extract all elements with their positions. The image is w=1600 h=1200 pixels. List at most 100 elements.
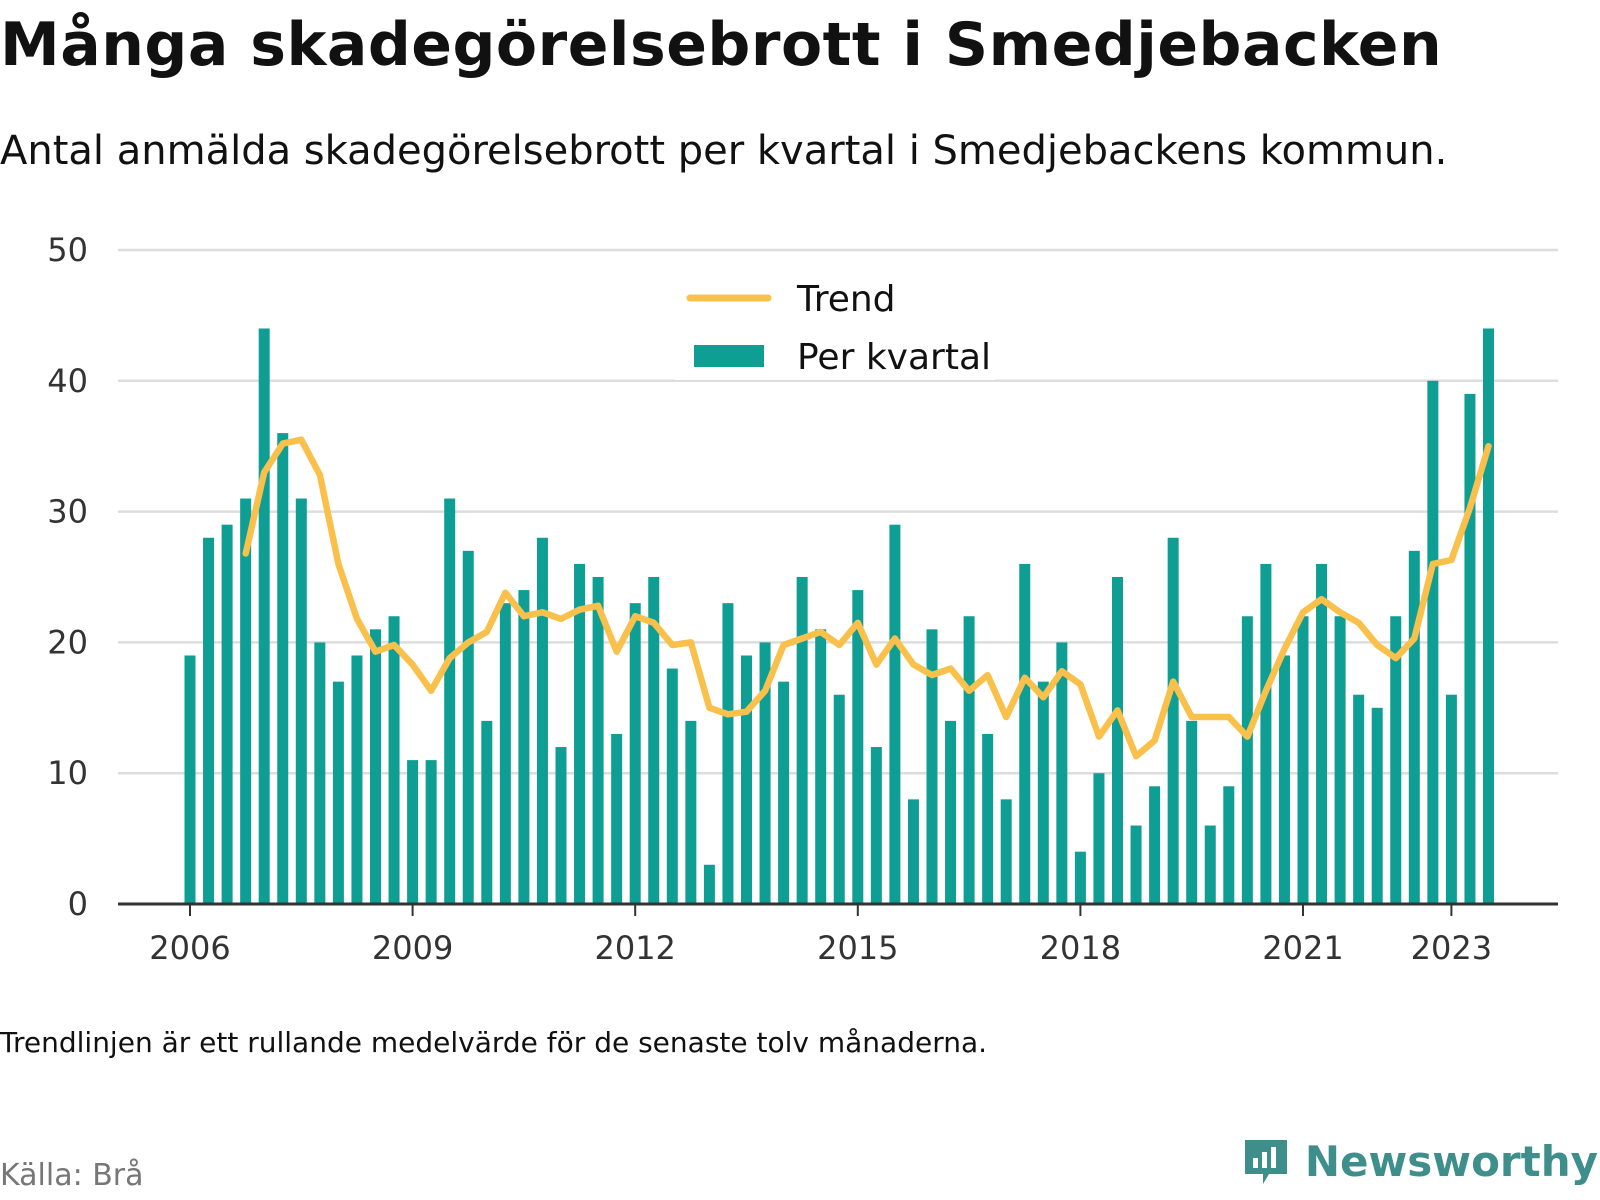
brand-name: Newsworthy [1304, 1136, 1598, 1186]
bar [1316, 563, 1328, 904]
brand-logo[interactable]: Newsworthy [1241, 1136, 1598, 1186]
bar [1260, 563, 1272, 904]
x-tick-label: 2009 [372, 929, 453, 967]
bar [1464, 393, 1476, 904]
bar [889, 524, 901, 904]
bar [1112, 577, 1123, 904]
bar [1074, 851, 1086, 904]
trend-note: Trendlinjen är ett rullande medelvärde f… [0, 1026, 988, 1059]
bar [444, 498, 456, 904]
bar [1427, 380, 1439, 904]
y-tick-label: 50 [47, 231, 88, 269]
chart-subtitle: Antal anmälda skadegörelsebrott per kvar… [0, 128, 1448, 174]
legend-bar-label: Per kvartal [797, 337, 991, 378]
bar [833, 694, 845, 904]
legend-trend-label: Trend [796, 279, 896, 320]
bar [722, 603, 734, 904]
x-tick-label: 2018 [1040, 929, 1121, 967]
bar [536, 537, 548, 904]
bar [852, 590, 864, 904]
bar [1223, 786, 1235, 904]
x-tick-label: 2006 [149, 929, 230, 967]
bar [1353, 694, 1365, 904]
bar [240, 498, 252, 904]
bar [592, 577, 604, 904]
bar [314, 642, 326, 904]
bar [1483, 328, 1494, 905]
bar [295, 498, 307, 904]
source-credit: Källa: Brå [0, 1158, 144, 1193]
bar [499, 603, 511, 904]
bar [555, 747, 567, 904]
legend: Trend Per kvartal [675, 270, 995, 380]
bar [1019, 563, 1031, 904]
bar [666, 668, 678, 904]
bar [184, 655, 196, 904]
x-tick-label: 2015 [817, 929, 898, 967]
bar [388, 616, 400, 904]
bar [332, 681, 344, 904]
bar-series [184, 328, 1494, 905]
bar [1371, 707, 1383, 904]
legend-bar-swatch [694, 345, 764, 367]
y-tick-label: 20 [47, 623, 88, 661]
bar [963, 616, 975, 904]
bar [462, 550, 474, 904]
bar [982, 733, 994, 904]
x-tick-label: 2021 [1262, 929, 1343, 967]
bar [258, 328, 270, 905]
y-tick-label: 30 [47, 493, 88, 531]
y-tick-label: 10 [47, 754, 88, 792]
bar [648, 577, 660, 904]
bar [1056, 642, 1068, 904]
bar [351, 655, 363, 904]
y-tick-label: 0 [68, 885, 88, 923]
bar [1390, 616, 1402, 904]
bar [759, 642, 771, 904]
bar [203, 537, 215, 904]
bar [1445, 694, 1457, 904]
bar [629, 603, 641, 904]
bar [611, 733, 623, 904]
bar [1297, 616, 1309, 904]
bar [1186, 720, 1198, 904]
bar [370, 629, 381, 904]
bar [574, 563, 586, 904]
bar [481, 720, 493, 904]
trend-line [242, 436, 1492, 760]
bar [703, 864, 715, 904]
bar [1037, 681, 1049, 904]
bar [741, 655, 752, 904]
bar-line-chart: 0 10 20 30 40 50 2006 2009 2012 2015 2018 2021 2023… [47, 231, 1558, 967]
newsworthy-logo-icon [1244, 1140, 1287, 1184]
bar [778, 681, 790, 904]
bar [926, 629, 938, 904]
trend-series [242, 436, 1492, 760]
bar [221, 524, 233, 904]
bar [1149, 786, 1161, 904]
chart-title: Många skadegörelsebrott i Smedjebacken [0, 10, 1443, 80]
bar [1130, 825, 1142, 904]
x-axis: 2006 2009 2012 2015 2018 2021 2023 [118, 902, 1558, 967]
bar [1408, 550, 1420, 904]
bar [518, 590, 530, 904]
bar [945, 720, 957, 904]
bar [1204, 825, 1216, 904]
bar [1334, 616, 1346, 904]
bar [685, 720, 697, 904]
bar [796, 577, 808, 904]
bar [1167, 537, 1179, 904]
bar [870, 747, 882, 904]
bar [1093, 773, 1105, 904]
bar [407, 760, 419, 904]
bar [425, 760, 437, 904]
bar [1278, 655, 1290, 904]
bar [1000, 799, 1012, 904]
y-axis-ticks: 0 10 20 30 40 50 [47, 231, 88, 923]
x-tick-label: 2023 [1411, 929, 1492, 967]
bar [907, 799, 919, 904]
bar [1241, 616, 1253, 904]
x-tick-label: 2012 [594, 929, 675, 967]
bar [277, 433, 289, 904]
y-tick-label: 40 [47, 362, 88, 400]
